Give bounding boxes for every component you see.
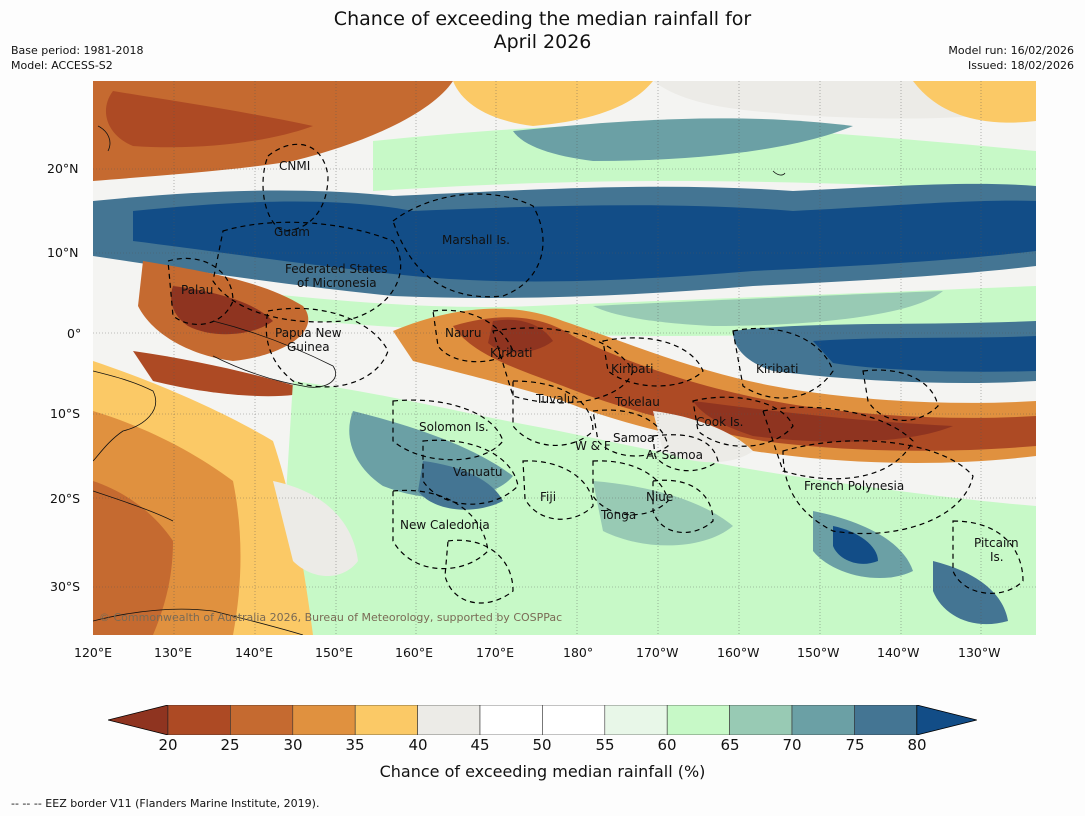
label-samoa: Samoa xyxy=(613,431,654,445)
lat-30s: 30°S xyxy=(50,579,81,594)
lon-140w: 140°W xyxy=(877,645,920,660)
lon-180: 180° xyxy=(563,645,594,660)
colorbar-extend-low xyxy=(107,704,169,736)
label-fsm-1: Federated States xyxy=(285,262,387,276)
label-fsm-2: of Micronesia xyxy=(297,276,377,290)
colorbar-title: Chance of exceeding median rainfall (%) xyxy=(379,762,706,781)
colorbar-svg xyxy=(107,704,977,736)
colorbar-segment xyxy=(604,704,668,736)
lon-160w: 160°W xyxy=(717,645,760,660)
title-line-1: Chance of exceeding the median rainfall … xyxy=(333,8,752,30)
map-gridlines xyxy=(93,81,1036,635)
label-tonga: Tonga xyxy=(600,508,636,522)
issued-date: Issued: 18/02/2026 xyxy=(967,59,1074,72)
cbar-tick-80: 80 xyxy=(907,736,927,754)
meta-right: Model run: 16/02/2026 Issued: 18/02/2026 xyxy=(948,43,1074,73)
cbar-tick-75: 75 xyxy=(845,736,865,754)
cbar-tick-30: 30 xyxy=(283,736,303,754)
cbar-tick-25: 25 xyxy=(220,736,240,754)
cbar-tick-45: 45 xyxy=(470,736,490,754)
label-guam: Guam xyxy=(274,225,310,239)
cbar-tick-35: 35 xyxy=(345,736,365,754)
colorbar-segment xyxy=(292,704,356,736)
label-kiribati-e: Kiribati xyxy=(756,362,798,376)
label-fiji: Fiji xyxy=(540,490,556,504)
label-marshall: Marshall Is. xyxy=(442,233,510,247)
label-new-caledonia: New Caledonia xyxy=(400,518,490,532)
lon-150e: 150°E xyxy=(315,645,354,660)
label-wf: W & F xyxy=(575,439,611,453)
colorbar-segment xyxy=(854,704,918,736)
model-name: Model: ACCESS-S2 xyxy=(11,59,113,72)
lon-140e: 140°E xyxy=(235,645,274,660)
label-kiribati-c: Kiribati xyxy=(611,362,653,376)
label-png-2: Guinea xyxy=(287,340,330,354)
colorbar xyxy=(107,704,978,736)
colorbar-segment xyxy=(167,704,231,736)
label-pitcairn-1: Pitcairn xyxy=(974,536,1019,550)
lon-130e: 130°E xyxy=(154,645,193,660)
label-asamoa: A. Samoa xyxy=(646,448,703,462)
label-solomon: Solomon Is. xyxy=(419,420,489,434)
coastlines xyxy=(93,125,786,635)
colorbar-segment xyxy=(230,704,294,736)
model-run: Model run: 16/02/2026 xyxy=(948,44,1074,57)
lon-170w: 170°W xyxy=(636,645,679,660)
label-nauru: Nauru xyxy=(445,326,481,340)
lat-20n: 20°N xyxy=(47,161,79,176)
cbar-tick-40: 40 xyxy=(408,736,428,754)
base-period: Base period: 1981-2018 xyxy=(11,44,144,57)
colorbar-segment xyxy=(666,704,730,736)
lon-130w: 130°W xyxy=(958,645,1001,660)
copyright: © Commonwealth of Australia 2026, Bureau… xyxy=(99,611,562,624)
lon-170e: 170°E xyxy=(476,645,515,660)
map-svg: CNMI Guam Marshall Is. Federated States … xyxy=(93,81,1036,635)
colorbar-segment xyxy=(791,704,855,736)
lon-120e: 120°E xyxy=(74,645,113,660)
label-pitcairn-2: Is. xyxy=(990,550,1004,564)
label-vanuatu: Vanuatu xyxy=(453,465,503,479)
cbar-tick-65: 65 xyxy=(720,736,740,754)
label-french-polynesia: French Polynesia xyxy=(804,479,904,493)
colorbar-segment xyxy=(542,704,606,736)
cbar-tick-50: 50 xyxy=(532,736,552,754)
eez-borders xyxy=(167,143,1024,604)
colorbar-segment xyxy=(729,704,793,736)
label-tuvalu: Tuvalu xyxy=(535,392,575,406)
label-png-1: Papua New xyxy=(275,326,342,340)
eez-footnote: -- -- -- EEZ border V11 (Flanders Marine… xyxy=(11,797,320,810)
meta-left: Base period: 1981-2018 Model: ACCESS-S2 xyxy=(11,43,143,73)
label-kiribati-w: Kiribati xyxy=(490,346,532,360)
lon-150w: 150°W xyxy=(797,645,840,660)
place-labels: CNMI Guam Marshall Is. Federated States … xyxy=(181,159,1019,564)
label-niue: Niue xyxy=(646,490,673,504)
lat-0: 0° xyxy=(67,326,82,341)
lat-10n: 10°N xyxy=(47,245,79,260)
lat-10s: 10°S xyxy=(50,406,81,421)
label-cook: Cook Is. xyxy=(696,415,743,429)
map-title: Chance of exceeding the median rainfall … xyxy=(0,8,1085,54)
colorbar-extend-high xyxy=(916,704,977,736)
lon-160e: 160°E xyxy=(395,645,434,660)
cbar-tick-60: 60 xyxy=(657,736,677,754)
label-tokelau: Tokelau xyxy=(614,395,660,409)
lat-20s: 20°S xyxy=(50,491,81,506)
title-line-2: April 2026 xyxy=(493,31,592,53)
label-cnmi: CNMI xyxy=(279,159,310,173)
label-palau: Palau xyxy=(181,283,213,297)
cbar-tick-55: 55 xyxy=(595,736,615,754)
colorbar-segment xyxy=(354,704,418,736)
colorbar-segment xyxy=(417,704,481,736)
colorbar-segment xyxy=(479,704,543,736)
cbar-tick-70: 70 xyxy=(782,736,802,754)
rainfall-map[interactable]: CNMI Guam Marshall Is. Federated States … xyxy=(93,81,1036,635)
cbar-tick-20: 20 xyxy=(158,736,178,754)
